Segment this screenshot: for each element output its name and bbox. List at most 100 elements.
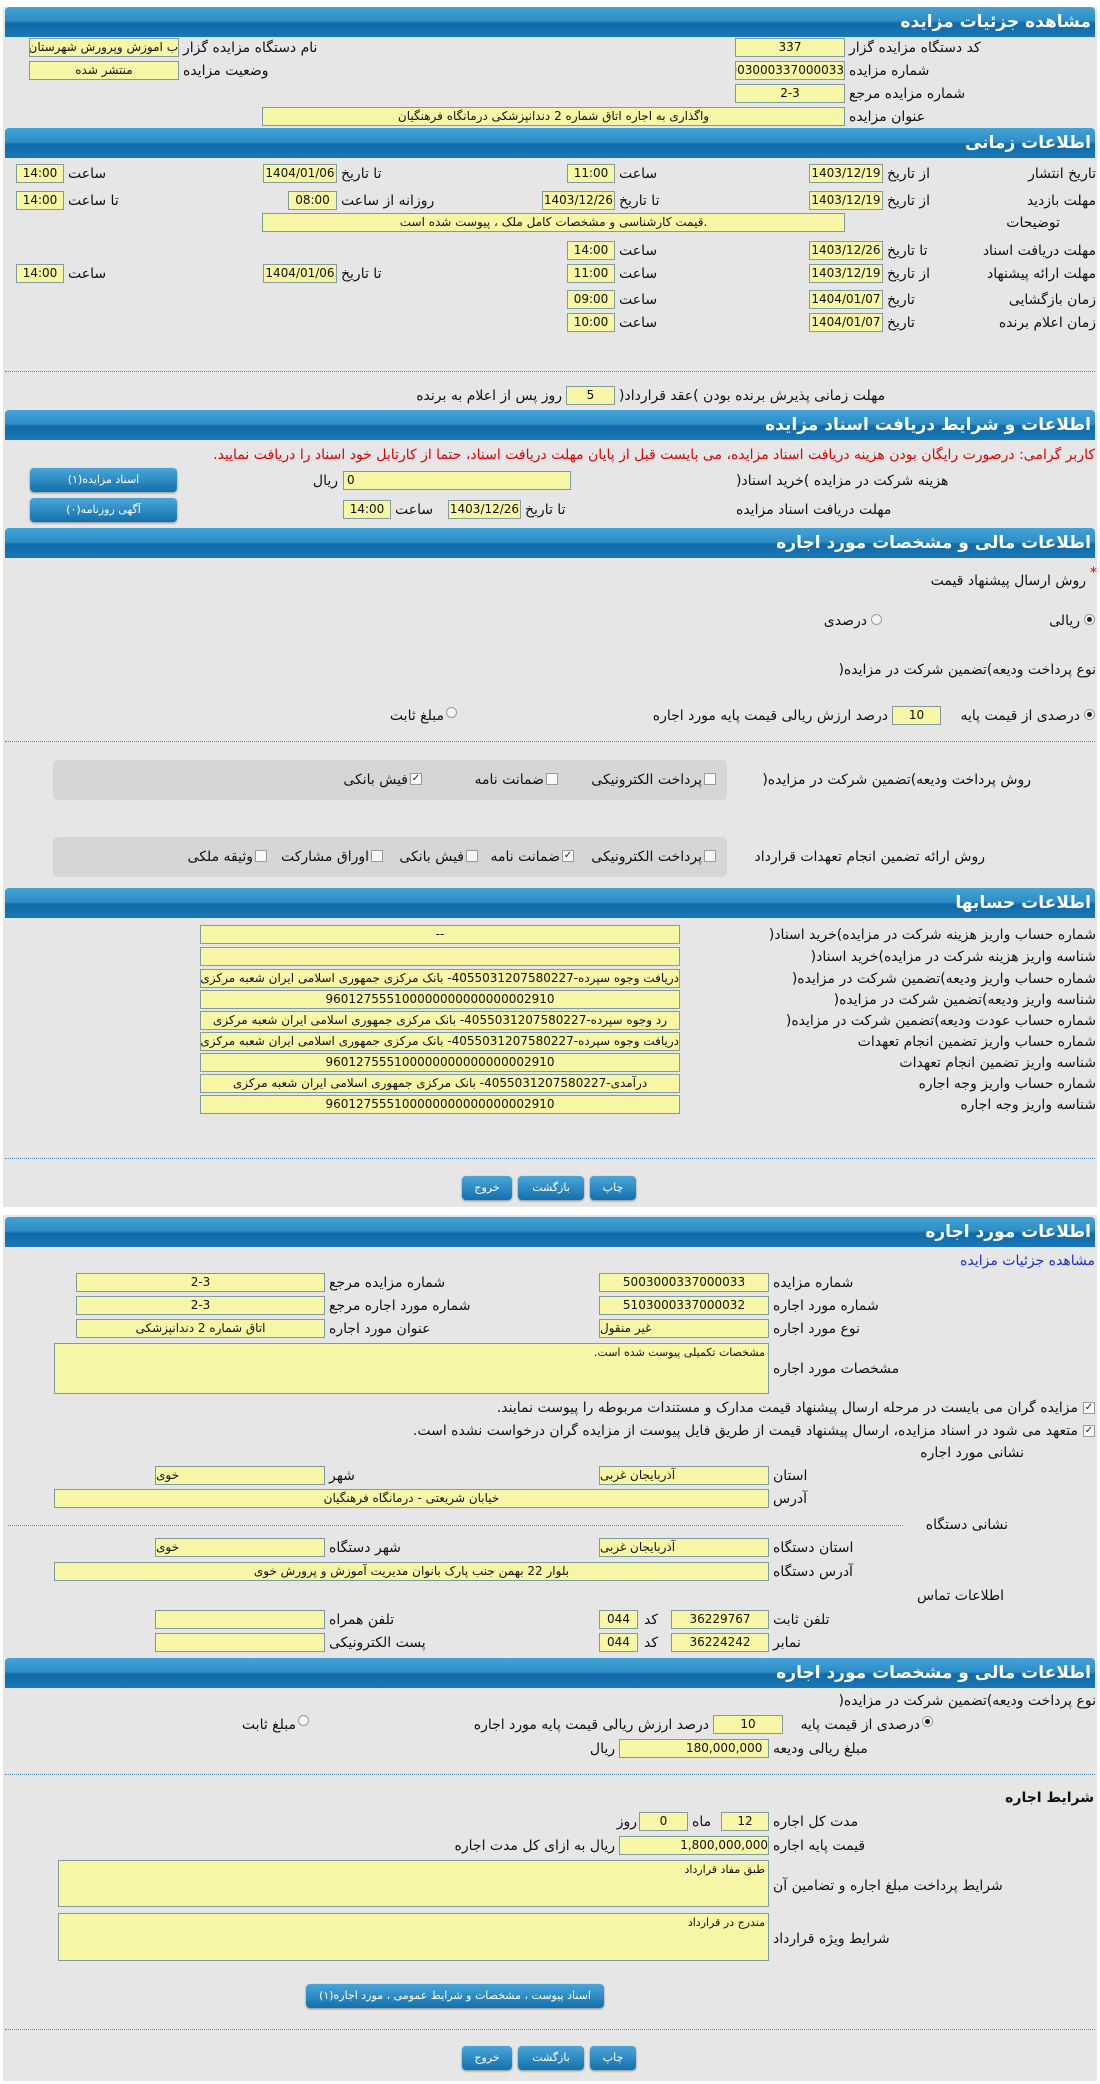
- hour-label: ساعت: [619, 166, 658, 182]
- section-header-accounts: اطلاعات حسابها: [5, 888, 1095, 918]
- winner-announce-label: زمان اعلام برنده: [998, 315, 1096, 331]
- hour-label: ساعت: [619, 292, 658, 308]
- view-auction-details-link[interactable]: مشاهده جزئیات مزایده: [960, 1253, 1095, 1269]
- doc-receive-date: 1403/12/26: [448, 500, 521, 519]
- payment-method-group: [53, 760, 727, 800]
- publish-date-label: تاریخ انتشار: [1028, 166, 1096, 182]
- exit-button[interactable]: خروج: [462, 2046, 512, 2070]
- print-button[interactable]: چاپ: [590, 1176, 636, 1200]
- deposit-amount-field: 180,000,000: [619, 1739, 769, 1758]
- date-label: تاریخ: [887, 315, 915, 331]
- accept-deadline-label: مهلت زمانی پذیرش برنده بودن )عقد قرارداد…: [619, 388, 886, 404]
- duration-months-field: 12: [721, 1812, 769, 1831]
- item-address-title: نشانی مورد اجاره: [920, 1445, 1024, 1461]
- fax-code-field: 044: [599, 1633, 638, 1652]
- checkbox-guarantee[interactable]: [546, 773, 558, 785]
- org-name-label: نام دستگاه مزایده گزار: [183, 40, 318, 56]
- divider: [5, 1158, 1095, 1159]
- newspaper-ad-button[interactable]: آگهی روزنامه(۰): [30, 498, 177, 522]
- checkbox-electronic-label: پرداخت الکترونیکی: [591, 772, 702, 788]
- daily-from-label: روزانه از ساعت: [341, 193, 435, 209]
- account-label: شناسه واریز تضمین انجام تعهدات: [899, 1055, 1096, 1071]
- back-button[interactable]: بازگشت: [518, 2046, 584, 2070]
- hour-label: ساعت: [619, 266, 658, 282]
- deposit-percent-suffix: درصد ارزش ریالی قیمت پایه مورد اجاره: [652, 708, 888, 724]
- phone-field: 36229767: [671, 1610, 769, 1629]
- deposit-percent-field: 10: [892, 706, 941, 725]
- deposit-fixed-label: مبلغ ثابت: [389, 708, 444, 724]
- account-label: شناسه واریز ودیعه)تضمین شرکت در مزایده(: [833, 992, 1096, 1008]
- special-terms-label: شرایط ویژه قرارداد: [773, 1931, 890, 1947]
- lease-terms-title: شرایط اجاره: [1005, 1790, 1094, 1806]
- city-field: خوی: [155, 1466, 325, 1485]
- attachments-button[interactable]: اسناد پیوست ، مشخصات و شرایط عمومی ، مور…: [306, 1984, 604, 2008]
- accept-days-field: 5: [566, 386, 615, 405]
- checkbox-guarantee[interactable]: ✓: [562, 850, 574, 862]
- checkbox-electronic[interactable]: [704, 850, 716, 862]
- item-type-label: نوع مورد اجاره: [773, 1321, 861, 1337]
- radio-rial[interactable]: [1084, 614, 1095, 625]
- item-number-field: 5103000337000032: [599, 1296, 769, 1315]
- city-label: شهر: [329, 1468, 355, 1484]
- print-button[interactable]: چاپ: [590, 2046, 636, 2070]
- visit-to-date: 1403/12/26: [542, 191, 615, 210]
- account-value: 960127555100000000000000002910: [200, 1053, 680, 1072]
- checkbox-attach-docs[interactable]: ✓: [1083, 1402, 1095, 1414]
- reference-number-field: 2-3: [76, 1273, 325, 1292]
- duration-days-field: 0: [639, 1812, 688, 1831]
- duration-label: مدت کل اجاره: [773, 1814, 859, 1830]
- checkbox-guarantee-label: ضمانت نامه: [474, 772, 544, 788]
- rial-label: ریال: [589, 1741, 615, 1757]
- contact-title: اطلاعات تماس: [917, 1588, 1004, 1604]
- exit-button[interactable]: خروج: [462, 1176, 512, 1200]
- auction-number-label: شماره مزایده: [773, 1275, 854, 1291]
- doc-deadline-label: مهلت دریافت اسناد: [982, 243, 1096, 259]
- checkbox-bank-receipt-label: فیش بانکی: [343, 772, 408, 788]
- attach-docs-text: مزایده گران می بایست در مرحله ارسال پیشن…: [496, 1400, 1078, 1416]
- checkbox-bank-receipt[interactable]: ✓: [410, 773, 422, 785]
- auction-documents-button[interactable]: اسناد مزایده(۱): [30, 468, 177, 492]
- payment-terms-textarea: طبق مفاد قرارداد: [58, 1860, 769, 1907]
- radio-deposit-fixed[interactable]: [298, 1715, 309, 1726]
- account-label: شماره حساب واریز تضمین انجام تعهدات: [857, 1034, 1096, 1050]
- account-label: شماره حساب واریز هزینه شرکت در مزایده)خر…: [768, 927, 1096, 943]
- to-date-label: تا تاریخ: [341, 166, 382, 182]
- required-mark: *: [1090, 565, 1097, 581]
- reference-number-label: شماره مزایده مرجع: [849, 86, 966, 102]
- account-value: [200, 947, 680, 966]
- winner-time: 10:00: [567, 313, 615, 332]
- account-label: شناسه واریز وجه اجاره: [960, 1097, 1096, 1113]
- hour-label: ساعت: [619, 315, 658, 331]
- phone-code-field: 044: [599, 1610, 638, 1629]
- radio-deposit-percent[interactable]: [922, 1716, 933, 1727]
- back-button[interactable]: بازگشت: [518, 1176, 584, 1200]
- from-date-label: از تاریخ: [887, 166, 930, 182]
- radio-deposit-fixed[interactable]: [446, 707, 457, 718]
- radio-deposit-percent[interactable]: [1084, 709, 1095, 720]
- to-date-label: تا تاریخ: [341, 266, 382, 282]
- radio-percent-label: درصدی: [823, 613, 867, 629]
- fax-code-label: کد: [644, 1635, 659, 1651]
- checkbox-bonds[interactable]: [371, 850, 383, 862]
- checkbox-electronic[interactable]: [704, 773, 716, 785]
- checkbox-no-attachment-commit[interactable]: ✓: [1083, 1425, 1095, 1437]
- visit-deadline-label: مهلت بازدید: [1026, 193, 1096, 209]
- org-code-label: کد دستگاه مزایده گزار: [849, 40, 981, 56]
- checkbox-bank-receipt[interactable]: [466, 850, 478, 862]
- deposit-percent-field: 10: [713, 1715, 783, 1734]
- phone-label: تلفن ثابت: [773, 1612, 830, 1628]
- hour-label: ساعت: [619, 243, 658, 259]
- from-date-label: از تاریخ: [887, 193, 930, 209]
- visit-to-time: 14:00: [16, 191, 64, 210]
- opening-time-label: زمان بازگشایی: [1008, 292, 1096, 308]
- deposit-type-label: نوع پرداخت ودیعه)تضمین شرکت در مزایده(: [838, 662, 1096, 678]
- account-value: 960127555100000000000000002910: [200, 1095, 680, 1114]
- account-value: 960127555100000000000000002910: [200, 990, 680, 1009]
- auction-title-field: واگذاری به اجاره اتاق شماره 2 دندانپزشکی…: [262, 107, 845, 126]
- account-value: دریافت وجوه سپرده-4055031207580227- بانک…: [200, 969, 680, 988]
- radio-percent[interactable]: [871, 614, 882, 625]
- item-number-label: شماره مورد اجاره: [773, 1298, 879, 1314]
- offer-deadline-label: مهلت ارائه پیشنهاد: [987, 266, 1096, 282]
- doc-to-time: 14:00: [567, 241, 615, 260]
- checkbox-property-collateral[interactable]: [255, 850, 267, 862]
